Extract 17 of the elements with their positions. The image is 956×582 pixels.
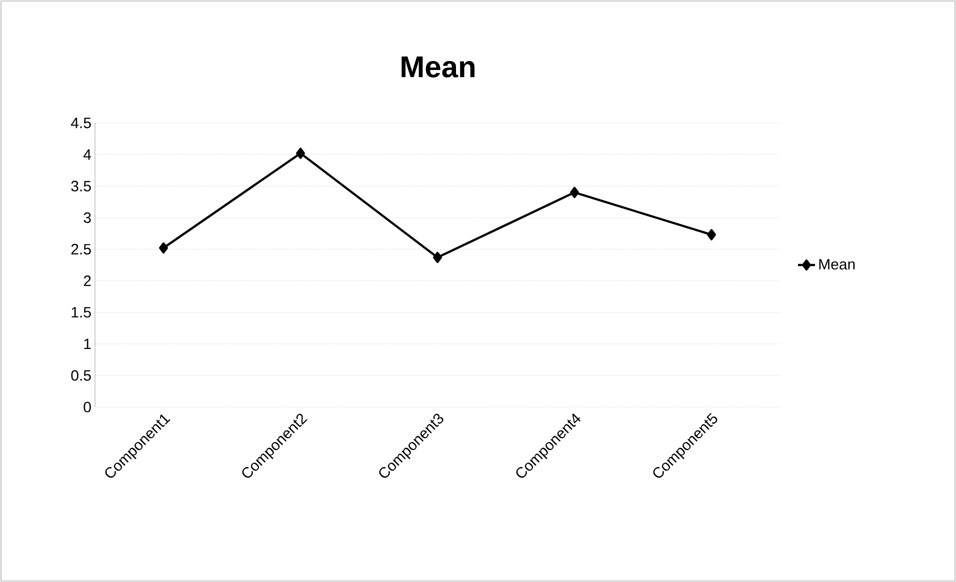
y-tick-label: 2.5 [71,244,91,255]
y-tick-label: 1.5 [72,307,91,318]
y-tick-label: 3 [84,212,91,223]
y-tick-label: 2 [84,276,91,286]
point [159,242,168,254]
chart-title: Mean [402,56,474,78]
point [433,252,442,264]
y-tick-label: 4.5 [70,118,91,128]
y-tick-label: 1 [84,338,91,350]
point [707,229,716,240]
legend-label: Mean [819,259,855,270]
y-tick-label: 3.5 [71,180,91,192]
point [570,186,579,198]
y-tick-label: 4 [83,149,92,160]
y-tick-label: 0.5 [71,370,91,381]
y-tick-label: 0 [84,402,91,412]
point [296,148,305,159]
